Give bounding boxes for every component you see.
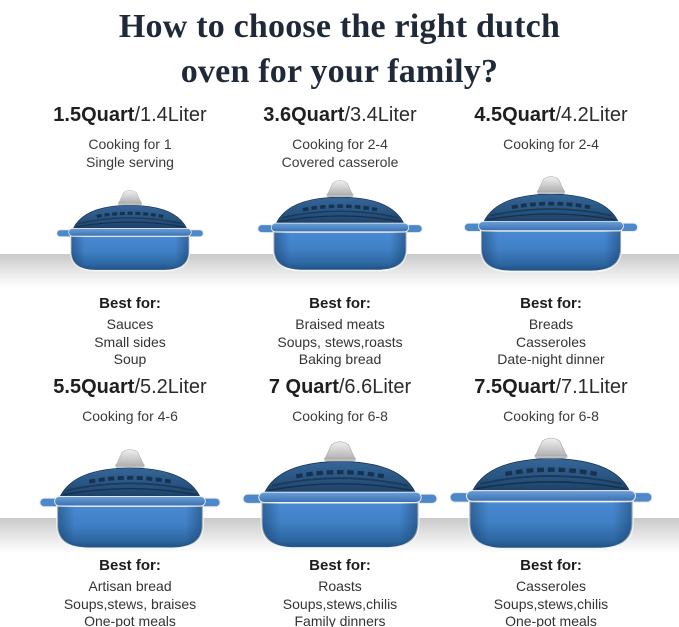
size-header-7-5-quart: 7.5Quart/7.1Liter Cooking for 6-8 xyxy=(446,375,656,425)
best-for-3-6-quart: Best for: Braised meats Soups, stews,roa… xyxy=(235,294,445,369)
best-for-item: Soups,stews,chilis xyxy=(493,595,609,612)
size-quart-label: 4.5Quart xyxy=(474,104,556,126)
size-liter-label: /3.4Liter xyxy=(344,104,417,126)
capacity-line: Cooking for 2-4 xyxy=(503,136,599,152)
size-title: 3.6Quart/3.4Liter xyxy=(235,103,445,127)
capacity-text: Cooking for 6-8 xyxy=(235,407,445,425)
size-title: 1.5Quart/1.4Liter xyxy=(25,103,235,127)
size-title: 4.5Quart/4.2Liter xyxy=(446,103,656,127)
capacity-line: Cooking for 4-6 xyxy=(82,408,178,424)
capacity-text: Cooking for 6-8 xyxy=(446,407,656,425)
best-for-label: Best for: xyxy=(520,557,582,574)
capacity-line: Cooking for 2-4 xyxy=(292,136,388,152)
size-quart-label: 5.5Quart xyxy=(53,376,135,398)
dutch-oven-illustration-4-5-quart xyxy=(463,174,639,274)
size-liter-label: /4.2Liter xyxy=(555,104,628,126)
best-for-item: Roasts xyxy=(318,578,362,594)
size-title: 7.5Quart/7.1Liter xyxy=(446,375,656,399)
best-for-item: Date-night dinner xyxy=(497,351,605,367)
best-for-item: Soups, stews,roasts xyxy=(277,333,403,350)
best-for-label: Best for: xyxy=(520,295,582,312)
capacity-text: Cooking for 2-4 Covered casserole xyxy=(235,135,445,171)
best-for-item: One-pot meals xyxy=(505,613,597,627)
capacity-line: Cooking for 6-8 xyxy=(503,408,599,424)
capacity-text: Cooking for 1 Single serving xyxy=(25,135,235,171)
size-liter-label: /5.2Liter xyxy=(134,376,207,398)
capacity-line: Covered casserole xyxy=(281,154,399,170)
dutch-oven-illustration-3-6-quart xyxy=(257,178,423,273)
best-for-label: Best for: xyxy=(99,295,161,312)
dutch-oven-illustration-5-5-quart xyxy=(39,447,221,551)
size-header-4-5-quart: 4.5Quart/4.2Liter Cooking for 2-4 xyxy=(446,103,656,153)
best-for-item: Soups,stews,chilis xyxy=(282,595,398,612)
size-quart-label: 1.5Quart xyxy=(53,104,135,126)
best-for-item: One-pot meals xyxy=(84,613,176,627)
best-for-5-5-quart: Best for: Artisan bread Soups,stews, bra… xyxy=(25,556,235,627)
best-for-item: Soup xyxy=(113,351,147,367)
dutch-oven-illustration-1-5-quart xyxy=(56,188,204,273)
dutch-oven-illustration-7-quart xyxy=(242,439,438,551)
capacity-text: Cooking for 4-6 xyxy=(25,407,235,425)
capacity-line: Cooking for 6-8 xyxy=(292,408,388,424)
best-for-item: Family dinners xyxy=(294,613,386,627)
best-for-item: Casseroles xyxy=(515,578,587,594)
best-for-7-quart: Best for: Roasts Soups,stews,chilis Fami… xyxy=(235,556,445,627)
best-for-label: Best for: xyxy=(309,295,371,312)
best-for-item: Breads xyxy=(528,316,574,332)
size-quart-label: 3.6Quart xyxy=(263,104,345,126)
best-for-1-5-quart: Best for: Sauces Small sides Soup xyxy=(25,294,235,369)
size-quart-label: 7.5Quart xyxy=(474,376,556,398)
size-quart-label: 7 Quart xyxy=(268,376,339,398)
size-liter-label: /1.4Liter xyxy=(134,104,207,126)
best-for-4-5-quart: Best for: Breads Casseroles Date-night d… xyxy=(446,294,656,369)
size-title: 7 Quart/6.6Liter xyxy=(235,375,445,399)
page-title-line1: How to choose the right dutch xyxy=(118,8,561,45)
page-title-line2: oven for your family? xyxy=(180,53,499,90)
best-for-item: Small sides xyxy=(94,333,166,350)
best-for-item: Soups,stews, braises xyxy=(63,595,197,612)
capacity-text: Cooking for 2-4 xyxy=(446,135,656,153)
dutch-oven-illustration-7-5-quart xyxy=(449,435,653,552)
size-liter-label: /6.6Liter xyxy=(338,376,412,398)
size-title: 5.5Quart/5.2Liter xyxy=(25,375,235,399)
best-for-label: Best for: xyxy=(99,557,161,574)
size-liter-label: /7.1Liter xyxy=(555,376,628,398)
best-for-item: Baking bread xyxy=(298,351,382,367)
best-for-item: Sauces xyxy=(106,316,154,332)
best-for-label: Best for: xyxy=(309,557,371,574)
size-header-3-6-quart: 3.6Quart/3.4Liter Cooking for 2-4 Covere… xyxy=(235,103,445,171)
page-title: How to choose the right dutch oven for y… xyxy=(0,4,679,94)
size-header-5-5-quart: 5.5Quart/5.2Liter Cooking for 4-6 xyxy=(25,375,235,425)
capacity-line: Single serving xyxy=(86,154,174,170)
best-for-item: Artisan bread xyxy=(88,578,172,594)
best-for-item: Braised meats xyxy=(295,316,385,332)
capacity-line: Cooking for 1 xyxy=(88,136,172,152)
best-for-7-5-quart: Best for: Casseroles Soups,stews,chilis … xyxy=(446,556,656,627)
size-header-7-quart: 7 Quart/6.6Liter Cooking for 6-8 xyxy=(235,375,445,425)
best-for-item: Casseroles xyxy=(515,333,587,350)
size-header-1-5-quart: 1.5Quart/1.4Liter Cooking for 1 Single s… xyxy=(25,103,235,171)
